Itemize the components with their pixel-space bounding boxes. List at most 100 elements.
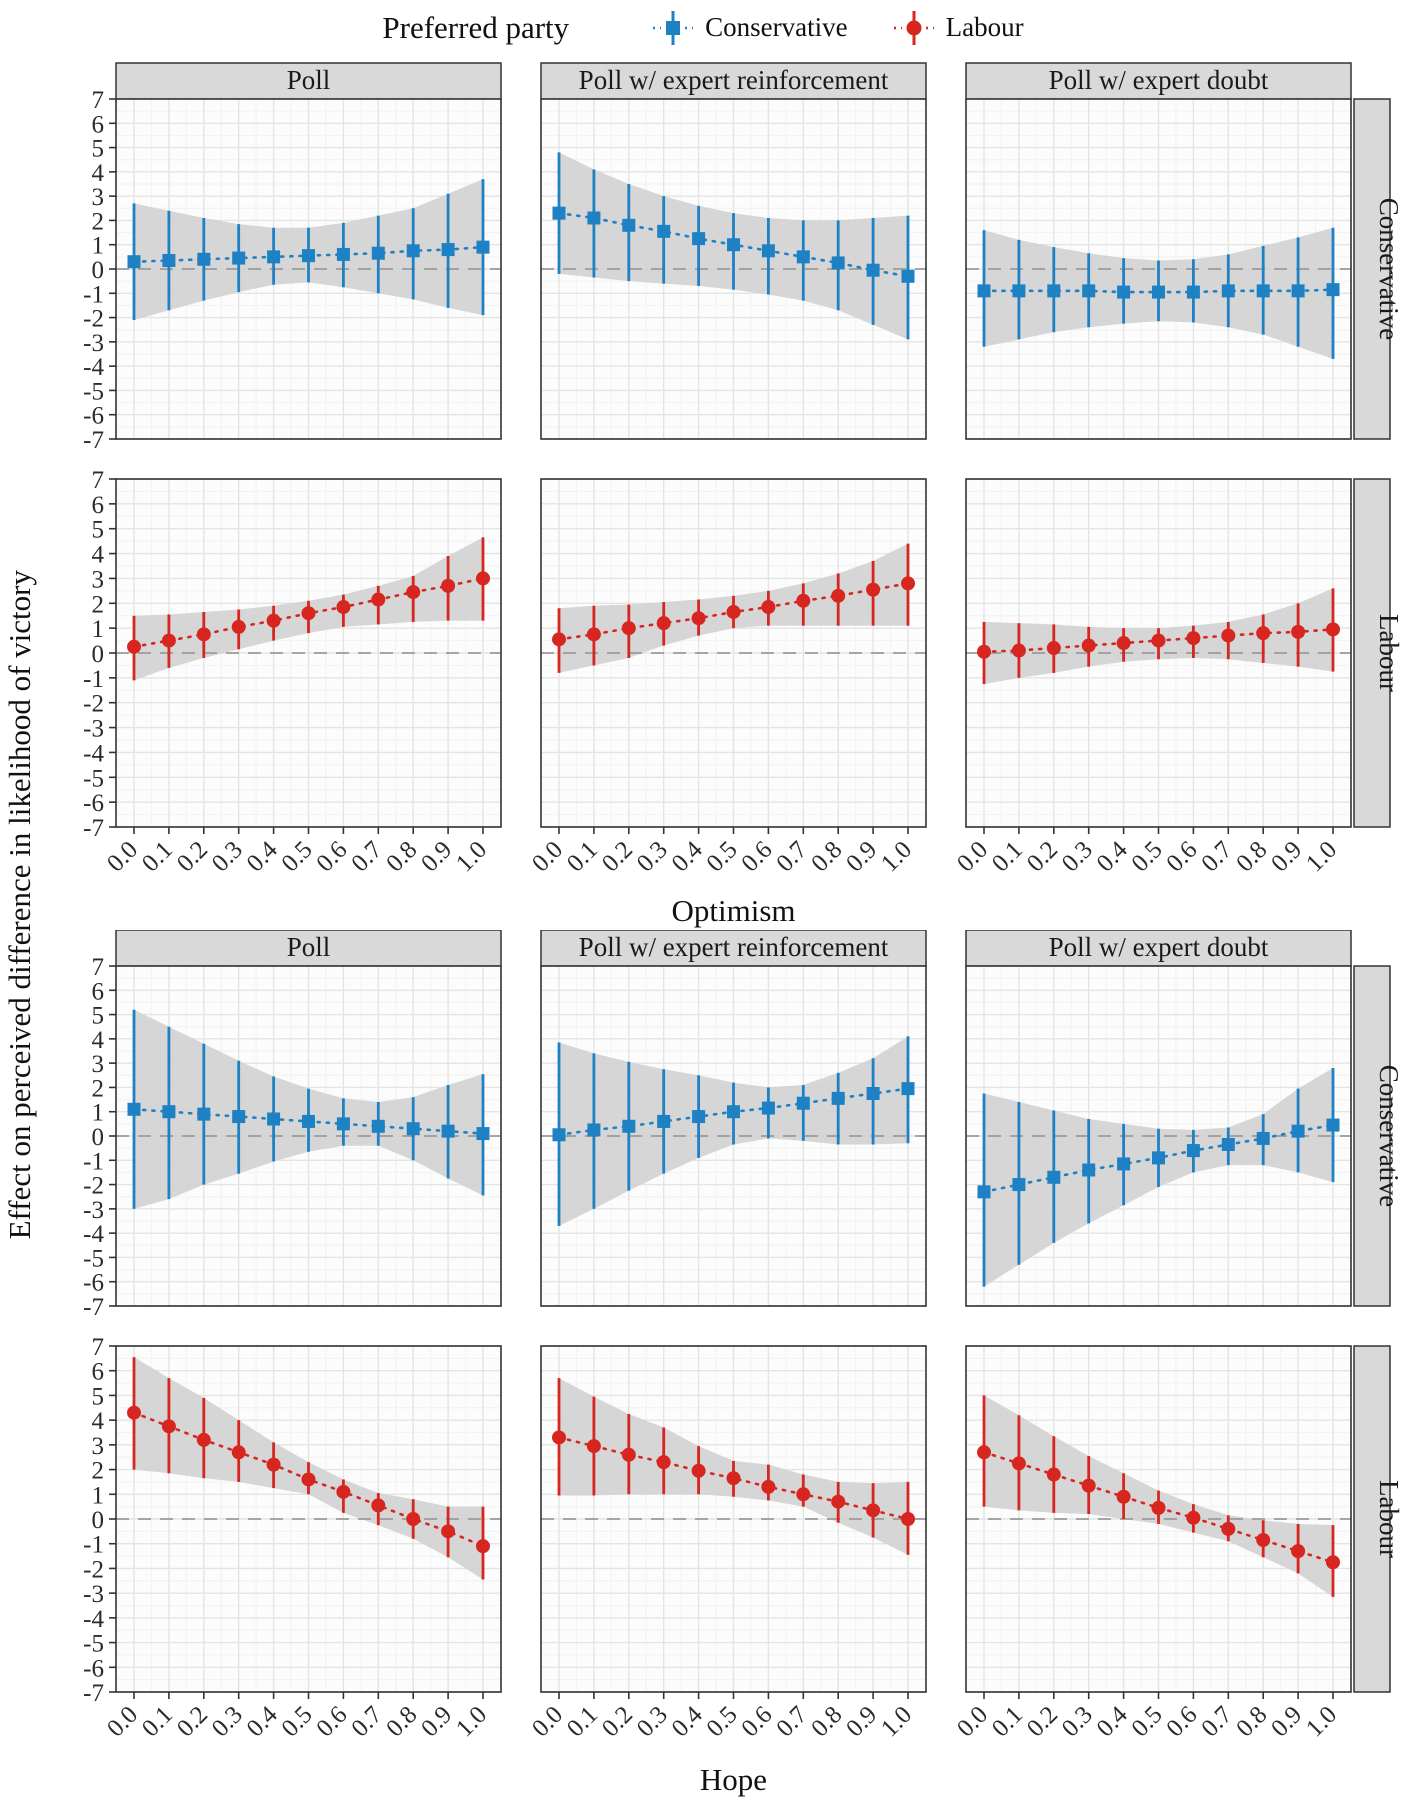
y-tick-label: 0	[92, 641, 105, 668]
data-point	[977, 1445, 991, 1460]
data-point	[796, 593, 811, 608]
y-tick-label: 3	[92, 1433, 105, 1460]
y-tick-label: 5	[92, 1003, 105, 1030]
data-point	[831, 256, 845, 270]
legend: Preferred party Conservative Labour	[0, 0, 1406, 55]
facet-grid-hope: Poll Poll w/ expert reinforcement Poll w/ …	[83, 930, 1404, 1797]
y-tick-label: 1	[92, 1482, 105, 1509]
data-point	[161, 633, 176, 648]
row-strip-label: Labour	[1374, 1480, 1404, 1558]
y-tick-label: 1	[92, 233, 105, 260]
panel-hope-labour-1	[540, 1345, 927, 1693]
y-tick-label: -6	[83, 1655, 104, 1682]
panel-hope-labour-2	[965, 1345, 1352, 1693]
y-tick-label: 4	[92, 160, 105, 187]
data-point	[586, 1439, 601, 1454]
y-tick-label: 5	[92, 1383, 105, 1410]
data-point	[127, 255, 141, 269]
data-point	[196, 627, 211, 642]
y-tick-label: -7	[83, 427, 104, 454]
data-point	[692, 232, 706, 246]
data-point	[476, 1539, 490, 1554]
data-point	[726, 1471, 741, 1486]
column-strip-label: Poll	[287, 932, 331, 962]
y-tick-label: -4	[83, 354, 104, 381]
row-strip	[1353, 1345, 1391, 1693]
data-point	[621, 621, 636, 636]
data-point	[831, 1494, 846, 1509]
data-point	[692, 1110, 706, 1124]
data-point	[901, 576, 915, 591]
data-point	[657, 1114, 671, 1128]
panel-hope-conservative-0	[115, 965, 502, 1307]
data-point	[266, 1457, 281, 1472]
data-point	[267, 1112, 281, 1126]
y-tick-label: 5	[92, 136, 105, 163]
data-point	[761, 1479, 776, 1494]
data-point	[691, 611, 706, 626]
data-point	[1116, 636, 1131, 651]
data-point	[1326, 1555, 1340, 1570]
panel-hope-conservative-2	[965, 965, 1352, 1307]
data-point	[301, 606, 316, 621]
y-tick-label: 3	[92, 184, 105, 211]
data-point	[866, 582, 881, 597]
data-point	[336, 1484, 351, 1499]
panel-optimism-labour-2	[965, 478, 1352, 828]
y-tick-label: 7	[92, 467, 105, 494]
y-tick-label: -6	[83, 790, 104, 817]
data-point	[1256, 1533, 1271, 1548]
data-point	[441, 243, 455, 257]
y-tick-label: 6	[92, 111, 105, 138]
panel-optimism-labour-0	[115, 478, 502, 828]
data-point	[476, 1127, 490, 1141]
y-tick-label: -6	[83, 403, 104, 430]
panel-hope-conservative-1	[540, 965, 927, 1307]
x-tick-label: 1.0	[451, 1701, 492, 1742]
panel-hope-labour-0	[115, 1345, 502, 1693]
data-point	[406, 244, 420, 258]
data-point	[901, 1512, 915, 1526]
facet-grid-optimism: Poll Poll w/ expert reinforcement Poll w/ …	[83, 62, 1404, 928]
y-tick-label: 3	[92, 566, 105, 593]
data-point	[977, 1185, 991, 1199]
panel-optimism-labour-1	[540, 478, 927, 828]
data-point	[1291, 284, 1305, 298]
data-point	[901, 269, 915, 283]
data-point	[901, 1082, 915, 1096]
data-point	[371, 1119, 385, 1133]
y-tick-label: 0	[92, 257, 105, 284]
x-tick-label: 1.0	[876, 1701, 917, 1742]
data-point	[336, 600, 351, 615]
data-point	[552, 1430, 566, 1445]
column-strip	[540, 930, 927, 967]
data-point	[1221, 284, 1235, 298]
data-point	[622, 218, 636, 232]
data-point	[1011, 643, 1026, 658]
data-point	[1011, 1456, 1026, 1471]
data-point	[406, 585, 421, 600]
legend-item-label: Conservative	[705, 12, 848, 42]
data-point	[441, 1124, 455, 1138]
y-tick-label: 3	[92, 1051, 105, 1078]
data-point	[727, 238, 740, 252]
panel-optimism-conservative-1	[540, 98, 927, 440]
y-tick-label: -2	[83, 1173, 104, 1200]
data-point	[476, 240, 490, 254]
y-tick-label: 5	[92, 517, 105, 544]
y-tick-label: -4	[83, 1221, 104, 1248]
column-strip-label: Poll w/ expert doubt	[1049, 932, 1269, 962]
data-point	[1326, 283, 1340, 297]
data-point	[197, 252, 211, 266]
data-point	[406, 1122, 420, 1136]
row-strip	[1353, 478, 1391, 828]
data-point	[302, 1114, 315, 1128]
y-tick-label: -7	[83, 1680, 104, 1707]
column-strip	[115, 62, 502, 100]
column-strip	[965, 930, 1352, 967]
row-strip	[1353, 98, 1391, 440]
data-point	[621, 1447, 636, 1462]
y-tick-label: 7	[92, 1334, 105, 1361]
y-tick-label: -5	[83, 1245, 104, 1272]
y-tick-label: 4	[92, 1408, 105, 1435]
